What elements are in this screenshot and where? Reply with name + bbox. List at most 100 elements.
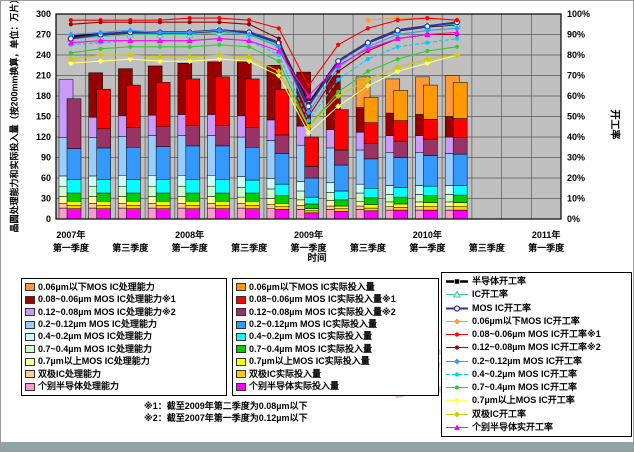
utilization-legend-box: 半导体开工率 IC开工率 MOS IC开工率 0.06µm以下MOS IC开工率 0.0… bbox=[441, 272, 632, 437]
bar-segment bbox=[185, 208, 201, 220]
legend-label: 0.4~0.2µm MOS IC实际投入量 bbox=[249, 331, 372, 342]
bar-segment bbox=[304, 212, 319, 220]
bar-segment bbox=[185, 200, 201, 206]
legend-label: 0.7~0.4µm MOS IC实际投入量 bbox=[249, 343, 372, 354]
legend-line-sample bbox=[446, 358, 468, 365]
bar-segment bbox=[126, 200, 141, 206]
svg-text:50%: 50% bbox=[567, 112, 585, 122]
legend-line-sample bbox=[446, 372, 468, 377]
utilization-lines bbox=[67, 15, 461, 136]
bar-segment bbox=[274, 195, 290, 204]
bar-segment bbox=[393, 209, 409, 220]
legend-item: 0.12~0.08µm MOS IC实际投入量※2 bbox=[236, 306, 435, 318]
legend-item: 双极IC处理能力 bbox=[25, 368, 223, 380]
bar-segment bbox=[304, 136, 319, 167]
legend-item: 0.06µm以下MOS IC开工率 bbox=[445, 315, 628, 327]
legend-item: 个别半导体实际投入量 bbox=[236, 381, 435, 393]
bar-segment bbox=[274, 209, 290, 220]
svg-text:90: 90 bbox=[41, 153, 51, 163]
bar-segment bbox=[215, 192, 230, 202]
legend-item: 0.7µm以上MOS IC处理能力 bbox=[25, 356, 223, 368]
svg-text:60: 60 bbox=[41, 173, 51, 183]
bar-segment bbox=[96, 147, 111, 180]
legend-item: 个别半导体处理能力 bbox=[25, 381, 223, 393]
legend-label: 0.2~0.12µm MOS IC处理能力 bbox=[38, 319, 157, 330]
bar-segment bbox=[423, 155, 438, 187]
bar-segment bbox=[244, 200, 260, 206]
legend-swatch bbox=[236, 357, 246, 366]
svg-text:210: 210 bbox=[36, 71, 51, 81]
bar-segment bbox=[452, 82, 468, 119]
bar-segment bbox=[363, 97, 379, 123]
bar-segment bbox=[363, 197, 379, 205]
plot-border bbox=[55, 13, 562, 220]
axis-ticks: 0 30 60 90 120 150 180 210 240 270 300 0% 10% 20% 30% 4… bbox=[36, 9, 590, 253]
bar-segment bbox=[274, 183, 290, 197]
legend-line-sample bbox=[446, 397, 468, 404]
bar-segment bbox=[185, 78, 201, 126]
bar-segment bbox=[393, 207, 409, 211]
bar-segment bbox=[96, 128, 111, 149]
bar-segment bbox=[274, 153, 290, 185]
legend-item: 双极IC实际投入量 bbox=[236, 368, 435, 380]
bar-segment bbox=[66, 208, 82, 220]
bar-segment bbox=[452, 137, 468, 155]
bar-segment bbox=[66, 192, 82, 202]
svg-text:2010年: 2010年 bbox=[413, 229, 442, 240]
bar-segment bbox=[244, 192, 260, 202]
bar-segment bbox=[304, 166, 319, 179]
y-axis-right-label: 开工率 bbox=[608, 109, 620, 140]
bar-segment bbox=[423, 206, 438, 211]
bar-segment bbox=[304, 203, 319, 209]
bar-segment bbox=[155, 126, 171, 147]
footnote-1: ※1：截至2009年第二季度为0.08µm以下 bbox=[144, 401, 308, 411]
bar-segment bbox=[423, 209, 438, 220]
bar-segment bbox=[215, 208, 230, 220]
legend-item: 双极IC开工率 bbox=[445, 408, 628, 420]
bar-segment bbox=[334, 199, 349, 207]
bar-segment bbox=[363, 210, 379, 220]
line-series bbox=[70, 38, 458, 122]
bar-segment bbox=[126, 208, 141, 220]
legend-item: 0.7~0.4µm MOS IC开工率 bbox=[445, 382, 628, 394]
legend-item: 0.2~0.12µm MOS IC开工率 bbox=[445, 355, 628, 367]
legend-label: 0.06µm以下MOS IC处理能力 bbox=[38, 281, 155, 292]
bar-segment bbox=[66, 179, 82, 194]
legend-item: 半导体开工率 bbox=[445, 276, 628, 288]
bar-segment bbox=[363, 158, 379, 189]
legend-label: 个别半导体实际投入量 bbox=[249, 381, 340, 392]
line-series bbox=[70, 21, 458, 109]
legend-item: 0.2~0.12µm MOS IC处理能力 bbox=[25, 319, 223, 331]
line-series bbox=[70, 54, 458, 128]
svg-text:300: 300 bbox=[36, 9, 51, 19]
legend-label: 0.12~0.08µm MOS IC开工率※2 bbox=[472, 342, 601, 353]
footnote-2: ※2：截至2007年第一季度为0.12µm以下 bbox=[144, 412, 308, 423]
bar-segment bbox=[185, 145, 201, 180]
legend-label: 0.08~0.06µm MOS IC实际投入量※1 bbox=[249, 294, 396, 305]
legend-label: 0.12~0.08µm MOS IC实际投入量※2 bbox=[249, 306, 396, 317]
legend-swatch bbox=[25, 382, 35, 391]
legend-swatch bbox=[25, 308, 35, 317]
bar-segment bbox=[126, 192, 141, 202]
svg-text:0: 0 bbox=[46, 214, 51, 224]
actual-input-bars bbox=[66, 76, 468, 220]
chart-canvas: 0 30 60 90 120 150 180 210 240 270 300 0% 10% 20% 30% 4… bbox=[36, 9, 590, 253]
bar-segment bbox=[334, 190, 349, 201]
legend-label: 0.7~0.4µm MOS IC处理能力 bbox=[38, 343, 152, 354]
legend-item: 0.08~0.06µm MOS IC开工率※1 bbox=[445, 329, 628, 341]
bar-segment bbox=[393, 90, 409, 121]
legend-label: 0.7µm以上MOS IC实际投入量 bbox=[249, 356, 370, 367]
svg-text:2009年: 2009年 bbox=[294, 229, 323, 240]
bar-segment bbox=[393, 187, 409, 198]
line-series bbox=[70, 27, 458, 114]
bar-segment bbox=[244, 147, 260, 181]
legend-label: 个别半导体实开工率 bbox=[472, 421, 554, 432]
legend-label: 0.08~0.06µm MOS IC开工率※1 bbox=[472, 329, 601, 340]
svg-text:第三季度: 第三季度 bbox=[231, 242, 268, 253]
actual-input-legend-box: 0.06µm以下MOS IC实际投入量 0.08~0.06µm MOS IC实际投… bbox=[232, 278, 439, 396]
legend-swatch bbox=[25, 320, 35, 329]
bar-segment bbox=[304, 196, 319, 205]
svg-text:240: 240 bbox=[36, 50, 51, 60]
legend-label: 0.4~0.2µm MOS IC开工率 bbox=[472, 368, 577, 379]
